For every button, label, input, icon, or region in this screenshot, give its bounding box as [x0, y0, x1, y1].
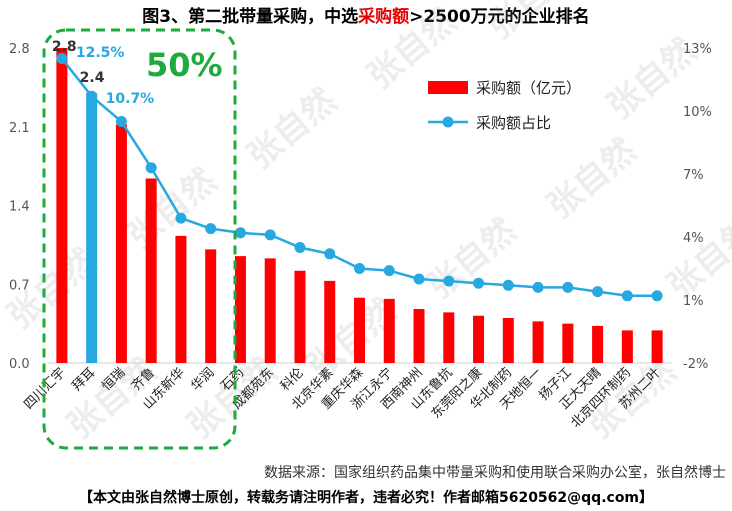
data-labels: 2.8 12.5% 2.410.7% — [52, 39, 154, 107]
bar — [651, 330, 663, 363]
watermark-text: 张自然 — [480, 0, 584, 47]
line-point — [205, 223, 217, 235]
legend-bar-swatch — [428, 81, 468, 94]
legend: 采购额（亿元） 采购额占比 — [428, 79, 581, 132]
data-label: 10.7% — [106, 91, 155, 107]
watermark-text: 张自然 — [120, 161, 224, 257]
bar — [621, 330, 633, 363]
line-point — [234, 227, 246, 239]
left-tick-label: 0.7 — [9, 278, 30, 293]
highlight-box — [42, 28, 237, 450]
line-point — [175, 212, 187, 224]
data-label: 2.4 — [80, 70, 105, 86]
chart-title: 图3、第二批带量采购，中选采购额>2500万元的企业排名 — [0, 2, 732, 27]
right-tick-label: 10% — [683, 105, 712, 120]
category-label: 四川汇宇 — [21, 365, 68, 412]
line-point — [621, 290, 633, 302]
bar — [592, 325, 604, 363]
bar — [115, 124, 127, 363]
bar — [234, 256, 246, 363]
legend-bar-label: 采购额（亿元） — [476, 79, 581, 97]
bar — [413, 309, 425, 363]
bar — [175, 235, 187, 363]
bar — [264, 258, 276, 363]
bar-series — [56, 48, 663, 363]
line-point — [383, 265, 395, 277]
legend-line-marker — [442, 116, 454, 128]
bar — [443, 312, 455, 363]
combo-chart: 张自然张自然张自然张自然张自然张自然张自然张自然张自然张自然张自然张自然张自然 … — [0, 0, 732, 450]
line-point — [354, 263, 365, 274]
line-point — [651, 290, 663, 302]
watermark-text: 张自然 — [420, 211, 524, 307]
bar — [532, 321, 544, 363]
left-tick-label: 2.8 — [9, 42, 30, 57]
line-point — [115, 116, 127, 127]
watermark-text: 张自然 — [660, 211, 732, 307]
line-point — [264, 229, 276, 241]
bar — [383, 298, 395, 363]
right-tick-label: 1% — [683, 294, 704, 309]
bar — [294, 270, 306, 363]
title-suffix: >2500万元的企业排名 — [409, 7, 590, 27]
line-point — [592, 286, 604, 298]
line-point — [473, 277, 485, 289]
left-tick-label: 1.4 — [9, 200, 30, 215]
bar — [86, 93, 98, 363]
line-point — [86, 90, 98, 102]
data-source: 数据来源：国家组织药品集中带量采购和使用联合采购办公室，张自然博士 — [264, 465, 726, 481]
right-axis: -2% 1% 4% 7% 10% 13% — [683, 42, 712, 372]
data-label: 12.5% — [76, 45, 125, 61]
annotation-label: 50% — [146, 46, 223, 84]
legend-line-label: 采购额占比 — [476, 114, 551, 132]
left-tick-label: 2.1 — [9, 121, 30, 136]
line-point — [562, 281, 574, 293]
bar — [324, 280, 336, 363]
bar — [145, 178, 157, 363]
right-tick-label: 4% — [683, 231, 704, 246]
line-point — [532, 281, 544, 293]
line-point — [324, 248, 336, 260]
line-point — [56, 53, 68, 64]
watermark-text: 张自然 — [540, 131, 644, 227]
bar — [473, 315, 485, 363]
bar — [354, 297, 365, 363]
copyright-footer: 【本文由张自然博士原创，转载务请注明作者，违者必究！作者邮箱5620562@qq… — [78, 490, 654, 506]
watermark-text: 张自然 — [240, 81, 344, 177]
bar — [562, 323, 574, 363]
right-tick-label: 13% — [683, 42, 712, 57]
line-point — [502, 279, 514, 291]
right-tick-label: -2% — [683, 357, 708, 372]
line-point — [294, 242, 306, 253]
left-tick-label: 0.0 — [9, 357, 30, 372]
title-prefix: 图3、第二批带量采购，中选 — [142, 7, 359, 27]
right-tick-label: 7% — [683, 168, 704, 183]
bar — [502, 318, 514, 363]
line-point — [413, 273, 425, 285]
left-axis: 0.0 0.7 1.4 2.1 2.8 — [9, 42, 30, 372]
bar — [205, 249, 217, 363]
data-label: 2.8 — [52, 39, 77, 55]
line-point — [443, 275, 455, 287]
title-highlight: 采购额 — [358, 7, 410, 27]
bar — [56, 48, 68, 363]
line-series — [56, 53, 663, 302]
line-point — [145, 162, 157, 174]
